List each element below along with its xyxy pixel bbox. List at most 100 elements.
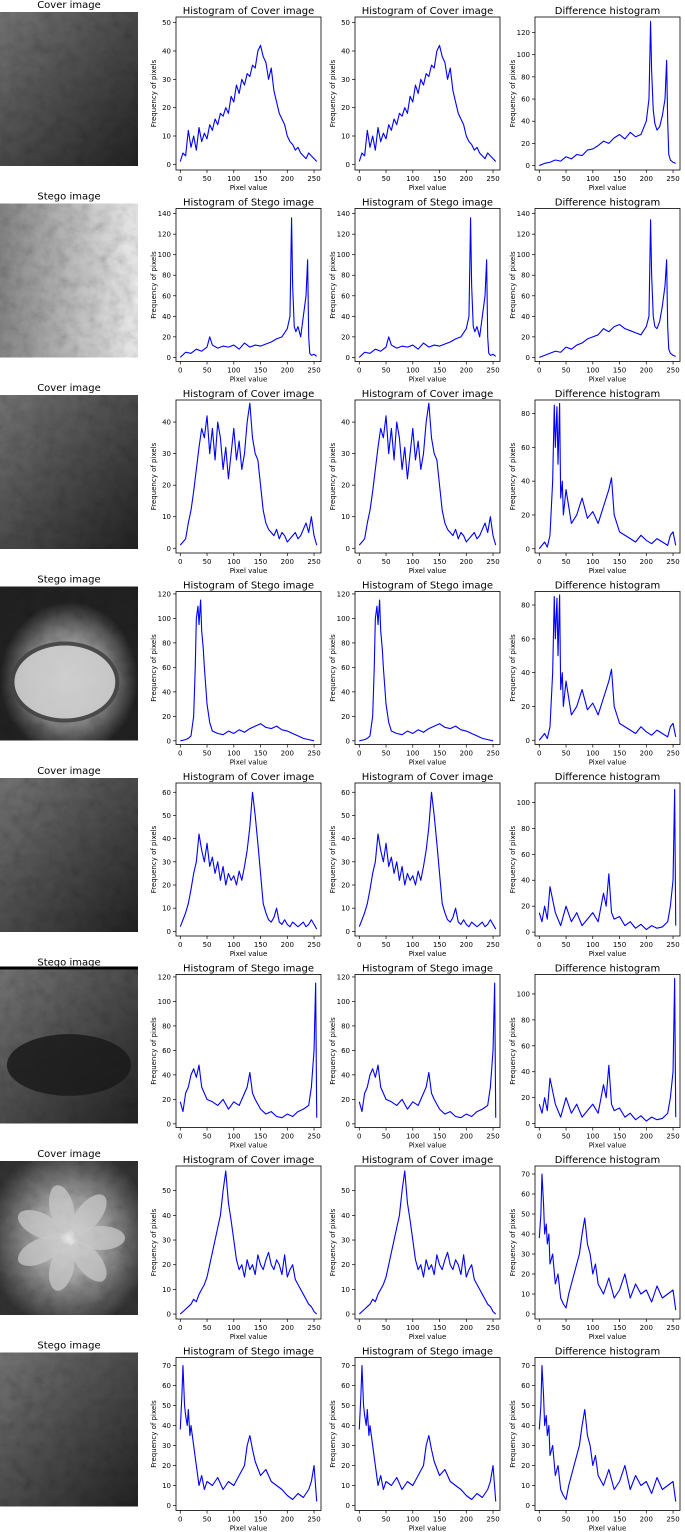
histogram-plot: Histogram of Cover image 0 50 100 150 200 250 0… (150, 1155, 322, 1341)
y-tick-label: 0 (167, 354, 171, 362)
plot-title: Difference histogram (555, 964, 660, 975)
x-tick-label: 150 (433, 1516, 446, 1524)
x-axis-label: Pixel value (589, 376, 627, 384)
y-axis-label: Frequency of pixels (509, 634, 517, 702)
x-tick-label: 0 (178, 367, 182, 375)
x-tick-label: 150 (613, 1516, 626, 1524)
grayscale-image (0, 966, 138, 1124)
y-tick-label: 60 (162, 292, 171, 300)
y-tick-label: 20 (341, 333, 350, 341)
x-tick-label: 150 (613, 175, 626, 183)
x-tick-label: 250 (666, 1133, 679, 1141)
x-tick-label: 150 (254, 1516, 267, 1524)
plot-title: Histogram of Cover image (183, 772, 314, 783)
x-tick-label: 0 (357, 941, 361, 949)
y-tick-label: 100 (337, 615, 350, 623)
x-axis-label: Pixel value (409, 184, 447, 192)
y-axis-label: Frequency of pixels (150, 442, 158, 510)
y-tick-label: 0 (346, 1311, 350, 1319)
plot-frame (175, 1165, 322, 1320)
series-line (538, 594, 677, 741)
x-tick-label: 250 (666, 1324, 679, 1332)
y-tick-label: 100 (158, 998, 171, 1006)
y-tick-label: 50 (162, 1187, 171, 1195)
image-title: Cover image (37, 1149, 101, 1160)
y-axis-label: Frequency of pixels (150, 1017, 158, 1085)
plot-title: Difference histogram (555, 772, 660, 783)
plot-frame (175, 16, 322, 171)
figure-row: Stego image (0, 192, 138, 358)
y-tick-label: 40 (341, 1422, 350, 1430)
x-tick-label: 200 (460, 1324, 473, 1332)
x-tick-label: 50 (562, 941, 571, 949)
y-tick-label: 0 (526, 929, 530, 937)
x-tick-label: 200 (281, 1516, 294, 1524)
y-axis-label: Frequency of pixels (329, 1017, 337, 1085)
y-tick-label: 30 (341, 76, 350, 84)
y-tick-label: 120 (337, 590, 350, 598)
x-axis-label: Pixel value (589, 1333, 627, 1341)
histogram-plot: Histogram of Stego image 0 50 100 150 200 250 0… (150, 1347, 322, 1532)
x-tick-label: 0 (537, 175, 541, 183)
x-tick-label: 250 (307, 750, 320, 758)
x-axis-label: Pixel value (589, 567, 627, 575)
histogram-plot: Histogram of Stego image 0 50 100 150 200 250 0… (150, 964, 322, 1150)
y-tick-label: 20 (162, 1261, 171, 1269)
y-tick-label: 40 (162, 313, 171, 321)
y-tick-label: 10 (162, 905, 171, 913)
x-tick-label: 100 (586, 1133, 599, 1141)
y-axis-label: Frequency of pixels (509, 1208, 517, 1276)
series-line (358, 1170, 497, 1315)
series-line (358, 44, 497, 162)
y-tick-label: 100 (158, 615, 171, 623)
y-tick-label: 60 (162, 1382, 171, 1390)
x-tick-label: 150 (433, 367, 446, 375)
y-tick-label: 60 (341, 292, 350, 300)
histogram-plot: Histogram of Cover image 0 50 100 150 200 250 0… (329, 389, 501, 575)
plot-frame (534, 399, 681, 554)
y-tick-label: 20 (341, 104, 350, 112)
y-axis-label: Frequency of pixels (509, 251, 517, 319)
x-tick-label: 150 (254, 1133, 267, 1141)
histogram-plot: Histogram of Cover image 0 50 100 150 200 250 0… (329, 1155, 501, 1341)
x-tick-label: 250 (307, 1133, 320, 1141)
plot-title: Difference histogram (555, 6, 660, 17)
x-tick-label: 100 (227, 1133, 240, 1141)
x-tick-label: 250 (486, 750, 499, 758)
x-tick-label: 50 (382, 1516, 391, 1524)
y-axis-label: Frequency of pixels (509, 1017, 517, 1085)
y-tick-label: 0 (346, 354, 350, 362)
x-axis-label: Pixel value (230, 1525, 268, 1532)
y-tick-label: 0 (167, 737, 171, 745)
x-tick-label: 100 (227, 750, 240, 758)
y-tick-label: 40 (521, 1422, 530, 1430)
x-tick-label: 250 (666, 750, 679, 758)
y-tick-label: 40 (341, 1071, 350, 1079)
x-axis-label: Pixel value (589, 1525, 627, 1532)
y-tick-label: 120 (158, 231, 171, 239)
y-tick-label: 0 (346, 545, 350, 553)
y-tick-label: 20 (521, 1462, 530, 1470)
y-tick-label: 100 (517, 799, 530, 807)
x-tick-label: 250 (486, 941, 499, 949)
y-tick-label: 140 (158, 210, 171, 218)
y-tick-label: 10 (341, 1482, 350, 1490)
plot-title: Histogram of Cover image (362, 1155, 493, 1166)
y-tick-label: 60 (341, 1047, 350, 1055)
x-axis-label: Pixel value (589, 184, 627, 192)
x-tick-label: 250 (307, 175, 320, 183)
image-title: Stego image (37, 192, 100, 203)
y-tick-label: 20 (162, 333, 171, 341)
series-line (179, 44, 318, 162)
x-tick-label: 100 (406, 941, 419, 949)
y-axis-label: Frequency of pixels (329, 1208, 337, 1276)
series-line (539, 219, 676, 358)
y-tick-label: 10 (162, 1482, 171, 1490)
y-tick-label: 70 (341, 1362, 350, 1370)
plot-title: Histogram of Cover image (362, 389, 493, 400)
x-tick-label: 200 (640, 367, 653, 375)
x-tick-label: 150 (433, 558, 446, 566)
plot-title: Histogram of Stego image (183, 1347, 314, 1358)
y-tick-label: 20 (521, 333, 530, 341)
x-tick-label: 250 (666, 1516, 679, 1524)
